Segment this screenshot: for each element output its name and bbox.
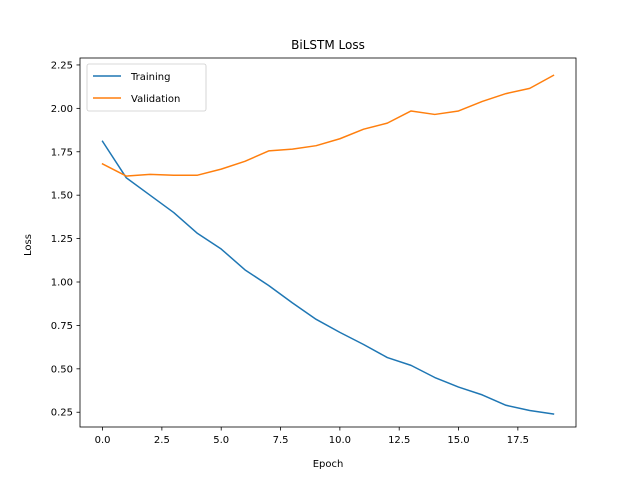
y-axis-label: Loss xyxy=(23,234,34,256)
x-tick-label: 17.5 xyxy=(507,435,529,446)
x-tick-label: 5.0 xyxy=(213,435,229,446)
y-tick-label: 2.00 xyxy=(51,104,73,115)
y-tick-label: 1.00 xyxy=(51,278,73,289)
y-tick-label: 0.25 xyxy=(51,408,73,419)
x-tick-label: 2.5 xyxy=(154,435,170,446)
y-tick-label: 0.50 xyxy=(51,364,73,375)
x-axis-label: Epoch xyxy=(313,459,344,470)
x-tick-label: 12.5 xyxy=(388,435,410,446)
x-axis: 0.0 2.5 5.0 7.5 10.0 12.5 15.0 17.5 xyxy=(95,427,529,446)
y-tick-label: 2.25 xyxy=(51,60,73,71)
y-tick-label: 1.75 xyxy=(51,147,73,158)
series-line-training xyxy=(101,140,555,415)
series-layer xyxy=(101,74,555,415)
y-tick-label: 1.25 xyxy=(51,234,73,245)
legend-label-training: Training xyxy=(130,72,170,83)
y-tick-label: 1.50 xyxy=(51,191,73,202)
x-tick-label: 15.0 xyxy=(447,435,469,446)
legend: Training Validation xyxy=(86,63,207,112)
plot-area xyxy=(79,57,577,428)
x-tick-label: 7.5 xyxy=(273,435,289,446)
series-line-validation xyxy=(101,74,555,177)
plot-frame xyxy=(79,57,577,428)
chart-title: BiLSTM Loss xyxy=(291,38,365,52)
y-axis: 0.25 0.50 0.75 1.00 1.25 1.50 1.75 2.00 2.25 xyxy=(51,60,80,419)
legend-label-validation: Validation xyxy=(131,94,180,105)
x-tick-label: 10.0 xyxy=(329,435,351,446)
y-tick-label: 0.75 xyxy=(51,321,73,332)
x-tick-label: 0.0 xyxy=(95,435,111,446)
